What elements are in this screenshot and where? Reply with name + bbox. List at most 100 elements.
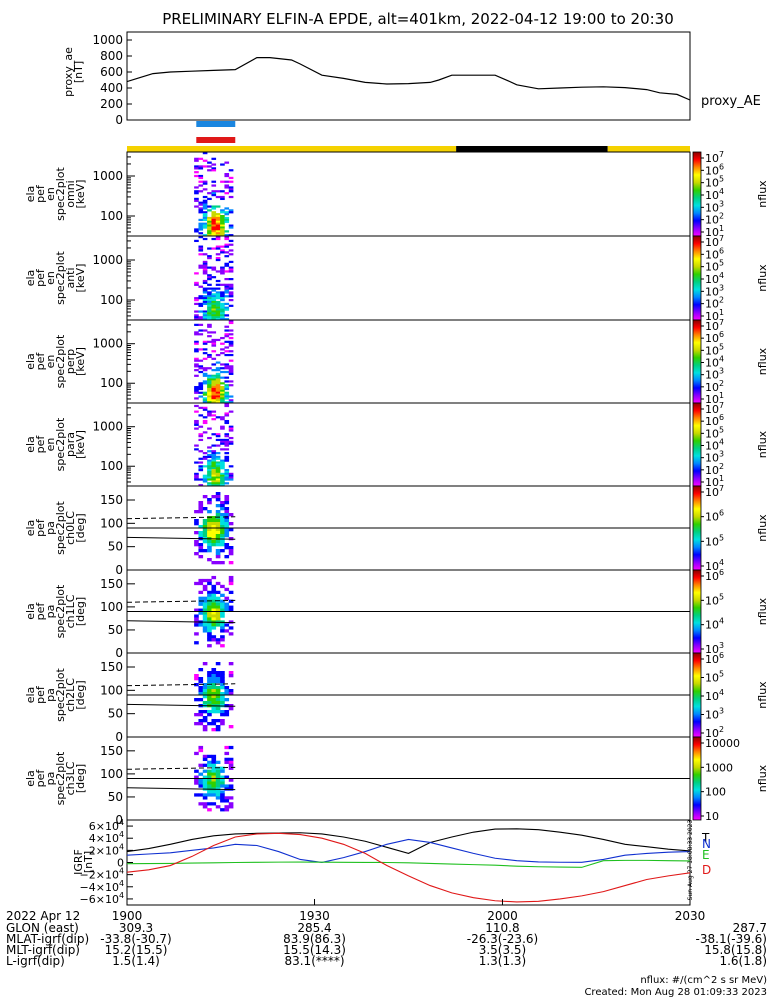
spectrogram-cell (220, 399, 225, 402)
ytick-label: 150 (100, 493, 123, 507)
spectrogram-cell (211, 540, 217, 544)
spectrogram-cell (224, 192, 230, 195)
spectrogram-cell (228, 474, 234, 477)
spectrogram-cell (228, 766, 234, 770)
panel-pa-ch2-ylabel-line: pef (34, 685, 47, 704)
spectrogram-cell (220, 295, 225, 298)
colorbar-tick-label: 106 (705, 162, 724, 177)
spectrogram-cell (215, 376, 221, 379)
spectrogram-cell (207, 287, 212, 290)
spectrogram-cell (194, 197, 199, 201)
panel-yticks: 150 100 50 0 (100, 744, 135, 827)
spectrogram-cell (228, 180, 234, 183)
spectrogram-cell (202, 357, 208, 360)
spectrogram-cell (207, 300, 212, 304)
spectrogram-cell (198, 218, 204, 222)
spectrogram-cell (215, 293, 221, 296)
spectrogram-cell (207, 472, 212, 475)
colorbar-tick-label: 106 (705, 568, 724, 583)
spectrogram-cell (215, 304, 221, 307)
spectrogram-cell (220, 713, 225, 717)
spectrogram-cell (207, 525, 212, 529)
spectrogram-cell (220, 769, 225, 773)
spectrogram-cell (194, 314, 199, 317)
spectrogram-cell (228, 662, 234, 666)
spectrogram-cell (215, 361, 221, 364)
spectrogram-cell (215, 382, 221, 385)
spectrogram-cell (220, 230, 225, 233)
spectrogram-cell (228, 176, 234, 180)
footer-row-value: 3.5(3.5) (478, 943, 527, 957)
spectrogram-cell (194, 778, 199, 782)
spectrogram-cell (224, 760, 230, 764)
spectrogram-cell (194, 519, 199, 523)
footer-row-value: 110.8 (485, 921, 520, 935)
spectrogram-cell (215, 662, 221, 666)
spectrogram-cell (202, 234, 208, 237)
footer-time-tick: 1900 (111, 909, 143, 923)
spectrogram-cell (224, 751, 230, 756)
spectrogram-cell (220, 686, 225, 690)
spectrogram-cell (207, 232, 212, 235)
spectrogram-cell (228, 805, 234, 809)
spectrogram-cell (202, 270, 208, 273)
spectrogram-cell (211, 386, 217, 389)
ytick-label: 50 (108, 790, 123, 804)
spectrogram-cell (215, 472, 221, 475)
spectrogram-cell (228, 802, 234, 806)
spectrogram-cell (211, 769, 217, 773)
spectrogram-cell (207, 461, 212, 464)
spectrogram-cell (224, 329, 230, 332)
spectrogram-cell (211, 220, 217, 223)
spectrogram-cell (202, 380, 208, 383)
spectrogram-cell (198, 623, 204, 627)
spectrogram-cell (194, 769, 199, 773)
spectrogram-cell (207, 463, 212, 466)
spectrogram-cell (220, 352, 225, 355)
spectrogram-cell (207, 534, 212, 538)
spectrogram-cell (211, 276, 217, 279)
spectrogram-cell (215, 399, 221, 402)
panel-pa-ch0-ylabel-line: ch0LC (64, 511, 77, 545)
spectrogram-cell (220, 507, 225, 511)
spectrogram-cell (202, 686, 208, 690)
spectrogram-cell (220, 234, 225, 237)
spectrogram-cell (224, 401, 230, 404)
spectrogram-cell (194, 427, 199, 430)
spectrogram-cell (224, 333, 230, 336)
spectrogram-cell (228, 169, 234, 172)
spectrogram-cell (224, 325, 230, 328)
spectrogram-cell (211, 401, 217, 404)
spectrogram-cell (202, 260, 208, 264)
spectrogram-cell (202, 455, 208, 459)
panel-en-para-ylabel-line: en (44, 438, 57, 452)
spectrogram-cell (228, 605, 234, 609)
spectrogram-cell (207, 316, 212, 319)
spectrogram-cell (228, 671, 234, 675)
spectrogram-cell (224, 442, 230, 445)
spectrogram-cell (220, 710, 225, 714)
colorbar-tick-label: 104 (705, 187, 724, 202)
spectrogram-cell (220, 501, 225, 505)
spectrogram-cell (224, 459, 230, 462)
spectrogram-cell (215, 510, 221, 514)
colorbar-tick-label: 107 (705, 318, 724, 333)
panel-en-para-ylabel-line: ela (24, 436, 37, 453)
spectrogram-cell (215, 465, 221, 468)
spectrogram-cell (202, 165, 208, 168)
colorbar-tick-label: 103 (705, 450, 724, 465)
spectrogram-cell (202, 805, 208, 809)
spectrogram-cell (198, 348, 204, 351)
spectrogram-cell (220, 367, 225, 370)
spectrogram-cell (224, 173, 230, 176)
spectrogram-cell (207, 374, 212, 377)
spectrogram-cell (215, 306, 221, 309)
panel-pa-ch3-ylabel-line: pa (44, 772, 57, 786)
spectrogram-cell (215, 608, 221, 612)
spectrogram-cell (194, 781, 199, 785)
spectrogram-cell (194, 410, 199, 413)
spectrogram-cell (202, 340, 208, 343)
spectrogram-cell (220, 605, 225, 609)
spectrogram-cell (207, 169, 212, 172)
